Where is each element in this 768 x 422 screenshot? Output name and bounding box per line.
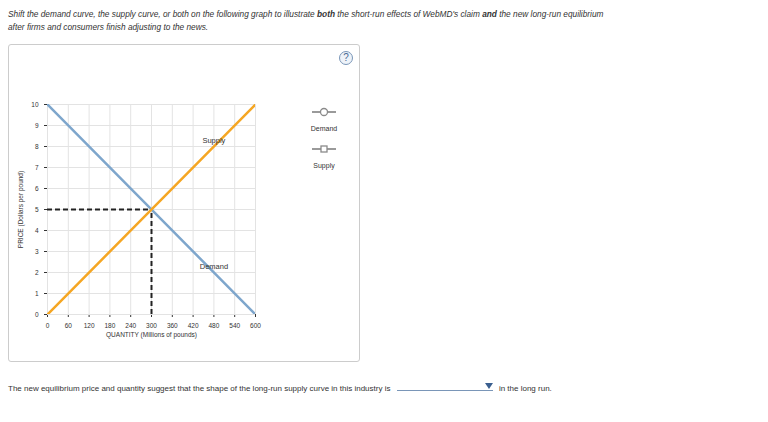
svg-text:5: 5: [35, 206, 39, 213]
svg-text:60: 60: [65, 322, 73, 329]
svg-text:240: 240: [125, 322, 136, 329]
svg-text:0: 0: [46, 322, 50, 329]
svg-text:10: 10: [31, 101, 39, 108]
svg-text:Supply: Supply: [202, 136, 225, 145]
svg-text:8: 8: [35, 143, 39, 150]
svg-text:420: 420: [188, 322, 199, 329]
svg-text:3: 3: [35, 248, 39, 255]
svg-text:480: 480: [208, 322, 219, 329]
html-text:Shift the demand curve, the su: Shift the demand curve, the supply curve…: [8, 9, 604, 32]
html-text:The new equilibrium price and: The new equilibrium price and quantity s…: [8, 384, 393, 393]
svg-text:540: 540: [229, 322, 240, 329]
svg-text:7: 7: [35, 164, 39, 171]
svg-text:600: 600: [250, 322, 261, 329]
html-text:in the long run.: in the long run.: [496, 384, 552, 393]
svg-text:Demand: Demand: [200, 262, 228, 271]
svg-text:1: 1: [35, 290, 39, 297]
svg-text:PRICE (Dollars per pound): PRICE (Dollars per pound): [17, 171, 25, 248]
svg-text:360: 360: [167, 322, 178, 329]
svg-text:9: 9: [35, 122, 39, 129]
svg-text:0: 0: [35, 311, 39, 318]
svg-text:2: 2: [35, 269, 39, 276]
svg-text:120: 120: [84, 322, 95, 329]
svg-text:4: 4: [35, 227, 39, 234]
svg-text:180: 180: [104, 322, 115, 329]
svg-text:6: 6: [35, 185, 39, 192]
html-text:Demand: Demand: [310, 125, 338, 132]
html-text:Supply: Supply: [313, 162, 335, 169]
svg-text:300: 300: [146, 322, 157, 329]
svg-text:QUANTITY (Millions of pounds): QUANTITY (Millions of pounds): [106, 331, 197, 339]
